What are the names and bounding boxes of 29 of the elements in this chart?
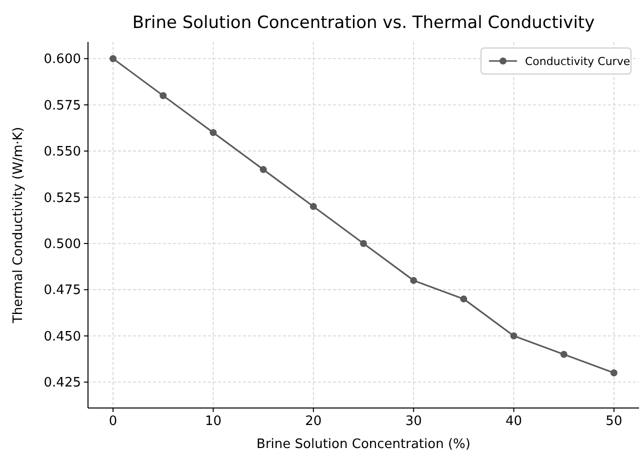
point — [110, 55, 117, 62]
point — [160, 92, 167, 100]
y-tick-label: 0.475 — [44, 283, 81, 298]
x-tick-label: 30 — [405, 414, 422, 429]
y-tick-label: 0.425 — [44, 376, 81, 391]
point — [210, 129, 217, 136]
chart-title: Brine Solution Concentration vs. Thermal Conductivity — [132, 13, 595, 33]
point — [510, 332, 518, 340]
point — [360, 240, 367, 247]
y-tick-label: 0.525 — [44, 190, 81, 206]
point — [260, 166, 267, 174]
y-tick-label: 0.500 — [44, 237, 81, 252]
y-axis-title: Thermal Conductivity (W/m·K) — [11, 126, 26, 324]
point — [560, 350, 568, 358]
x-tick-label: 10 — [204, 414, 222, 429]
x-tick-label: 0 — [108, 414, 118, 429]
point — [460, 295, 468, 302]
y-tick-label: 0.600 — [44, 52, 81, 68]
y-tick-label: 0.450 — [44, 329, 81, 344]
point — [610, 369, 618, 376]
y-tick-label: 0.575 — [44, 98, 81, 114]
x-tick-label: 20 — [305, 414, 322, 429]
x-tick-label: 40 — [506, 414, 522, 429]
x-tick-label: 50 — [606, 414, 622, 429]
point — [310, 203, 317, 210]
legend-label: Conductivity Curve — [525, 54, 630, 68]
y-tick-label: 0.550 — [44, 144, 81, 160]
x-axis-title: Brine Solution Concentration (%) — [256, 437, 470, 452]
point — [410, 276, 418, 284]
